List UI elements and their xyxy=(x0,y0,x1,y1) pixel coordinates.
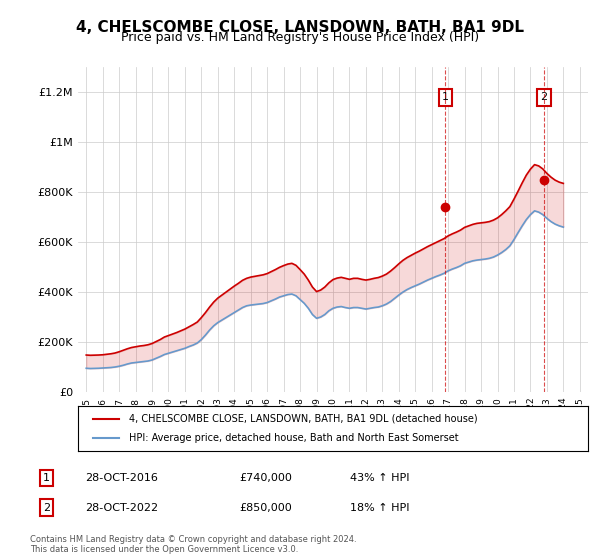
Text: 18% ↑ HPI: 18% ↑ HPI xyxy=(350,502,410,512)
Text: £850,000: £850,000 xyxy=(240,502,293,512)
Text: 43% ↑ HPI: 43% ↑ HPI xyxy=(350,473,410,483)
Text: HPI: Average price, detached house, Bath and North East Somerset: HPI: Average price, detached house, Bath… xyxy=(129,433,458,444)
Text: Contains HM Land Registry data © Crown copyright and database right 2024.
This d: Contains HM Land Registry data © Crown c… xyxy=(30,535,356,554)
Text: 28-OCT-2022: 28-OCT-2022 xyxy=(85,502,158,512)
Text: 1: 1 xyxy=(43,473,50,483)
Text: 2: 2 xyxy=(541,92,548,102)
Text: 4, CHELSCOMBE CLOSE, LANSDOWN, BATH, BA1 9DL (detached house): 4, CHELSCOMBE CLOSE, LANSDOWN, BATH, BA1… xyxy=(129,413,478,423)
Text: 2: 2 xyxy=(43,502,50,512)
Text: 4, CHELSCOMBE CLOSE, LANSDOWN, BATH, BA1 9DL: 4, CHELSCOMBE CLOSE, LANSDOWN, BATH, BA1… xyxy=(76,20,524,35)
Text: £740,000: £740,000 xyxy=(240,473,293,483)
Text: 28-OCT-2016: 28-OCT-2016 xyxy=(85,473,158,483)
Text: Price paid vs. HM Land Registry's House Price Index (HPI): Price paid vs. HM Land Registry's House … xyxy=(121,31,479,44)
Text: 1: 1 xyxy=(442,92,449,102)
